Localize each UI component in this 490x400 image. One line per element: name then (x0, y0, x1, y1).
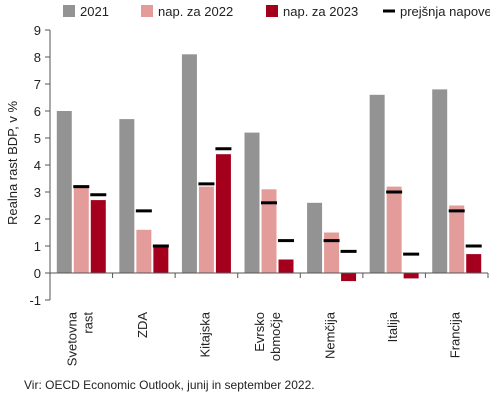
category-label: Nemčija (323, 311, 338, 359)
y-tick-label: 5 (34, 131, 41, 146)
axes (49, 30, 489, 300)
y-tick-label: 3 (34, 185, 41, 200)
bar-2021 (369, 94, 385, 273)
bar-2021 (244, 132, 260, 273)
y-tick-label: 6 (34, 104, 41, 119)
bar-nap-za-2022 (324, 232, 340, 273)
y-axis-ticks: -1 0 1 2 3 4 5 6 7 8 9 (29, 23, 50, 308)
bar-2021 (56, 111, 72, 273)
category-label: rast (80, 312, 95, 334)
legend-label: nap. za 2022 (158, 4, 233, 19)
legend-label: 2021 (80, 4, 109, 19)
bar-nap-za-2023 (278, 259, 294, 273)
y-tick-label: -1 (29, 293, 41, 308)
category-labels: Svetovna rast ZDA Kitajska Evrsko območje Nemč… (64, 311, 462, 366)
bar-2021 (307, 202, 323, 273)
bar-nap-za-2022 (386, 186, 402, 273)
bar-2021 (432, 89, 448, 274)
bar-nap-za-2022 (198, 186, 214, 273)
y-tick-label: 7 (34, 77, 41, 92)
y-tick-label: 4 (34, 158, 41, 173)
y-tick-label: 2 (34, 212, 41, 227)
y-axis-label: Realna rast BDP, v % (5, 101, 20, 225)
bar-nap-za-2023 (403, 273, 419, 279)
bars (56, 54, 482, 282)
legend-label: prejšnja napoved (400, 4, 490, 19)
bar-nap-za-2023 (466, 254, 482, 273)
previous-forecast-markers (73, 147, 482, 256)
y-tick-label: 0 (34, 266, 41, 281)
legend-swatch (63, 5, 75, 17)
legend-swatch (141, 5, 153, 17)
bar-nap-za-2023 (90, 200, 106, 273)
source-note: Vir: OECD Economic Outlook, junij in sep… (24, 378, 315, 392)
y-tick-label: 1 (34, 239, 41, 254)
bar-nap-za-2023 (341, 273, 357, 282)
legend-swatch (266, 5, 278, 17)
y-tick-label: 9 (34, 23, 41, 38)
y-tick-label: 8 (34, 50, 41, 65)
category-label: Kitajska (197, 311, 212, 357)
bar-nap-za-2023 (215, 154, 231, 273)
category-label: Francija (448, 311, 463, 358)
category-label: območje (268, 312, 283, 361)
bar-nap-za-2022 (449, 205, 465, 273)
bar-nap-za-2023 (153, 246, 169, 273)
category-label: Svetovna (64, 311, 79, 366)
bar-nap-za-2022 (73, 186, 89, 273)
legend-label: nap. za 2023 (283, 4, 358, 19)
bar-2021 (181, 54, 197, 273)
category-label: Evrsko (252, 312, 267, 352)
bar-2021 (119, 119, 135, 273)
category-label: ZDA (135, 312, 150, 338)
bar-nap-za-2022 (261, 189, 277, 273)
category-label: Italija (385, 311, 400, 342)
bar-nap-za-2022 (136, 229, 152, 273)
legend: 2021 nap. za 2022 nap. za 2023 prejšnja nap… (63, 4, 490, 19)
